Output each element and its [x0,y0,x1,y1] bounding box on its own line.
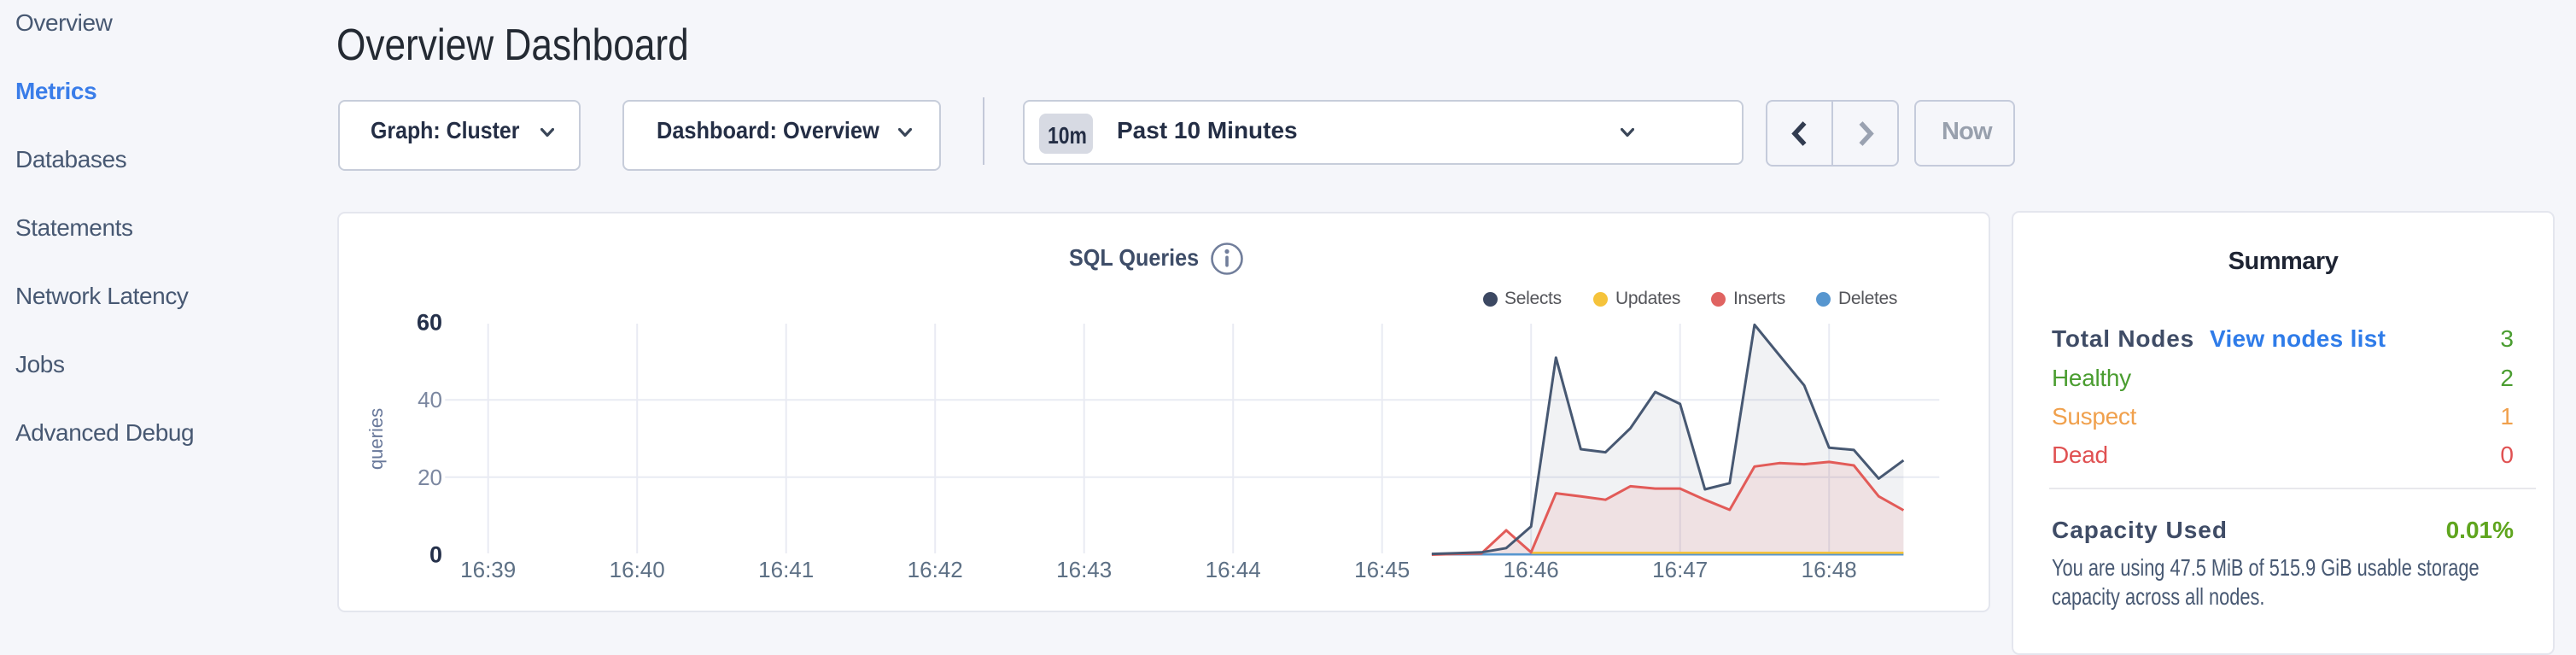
svg-text:20: 20 [418,465,442,490]
svg-text:16:47: 16:47 [1652,557,1708,582]
svg-text:queries: queries [365,408,387,470]
svg-text:40: 40 [418,387,442,412]
svg-text:16:44: 16:44 [1206,557,1261,582]
svg-text:0: 0 [429,542,442,568]
svg-text:16:45: 16:45 [1354,557,1410,582]
svg-text:16:41: 16:41 [758,557,814,582]
svg-text:16:48: 16:48 [1802,557,1857,582]
svg-text:16:42: 16:42 [908,557,963,582]
svg-text:16:40: 16:40 [610,557,665,582]
svg-text:16:43: 16:43 [1056,557,1112,582]
svg-text:16:46: 16:46 [1504,557,1559,582]
svg-text:16:39: 16:39 [460,557,516,582]
svg-text:60: 60 [417,310,442,336]
